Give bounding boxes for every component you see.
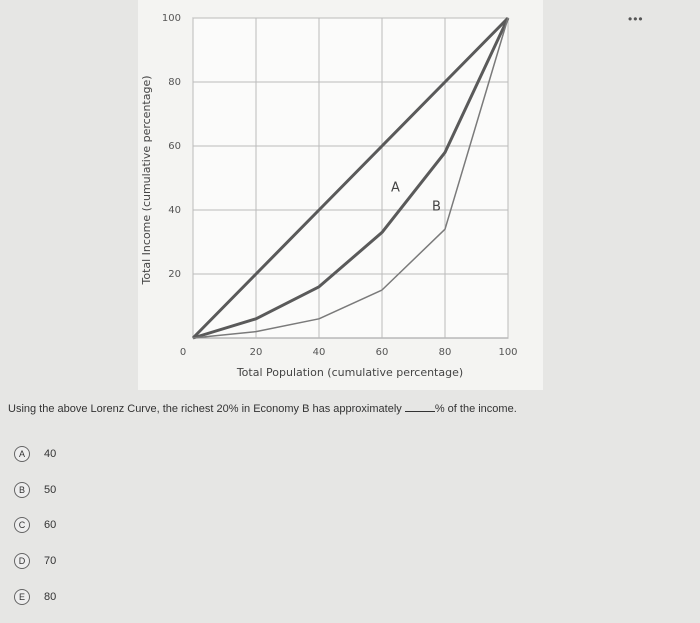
x-tick-label: 20	[250, 347, 263, 358]
answer-option[interactable]: C 60	[14, 517, 56, 533]
x-tick-label: 40	[313, 347, 326, 358]
option-text: 70	[44, 555, 57, 567]
y-tick-label: 20	[168, 269, 181, 280]
option-text: 50	[44, 484, 57, 496]
question-text: % of the income.	[434, 403, 517, 415]
lorenz-line	[191, 16, 510, 340]
lorenz-chart: Total Population (cumulative percentage)…	[138, 0, 543, 390]
y-tick-label: 40	[168, 205, 181, 216]
option-letter: C	[14, 517, 30, 533]
menu-icon[interactable]: •••	[628, 12, 644, 26]
blank	[404, 411, 435, 412]
curve-label: A	[391, 181, 400, 196]
curve-label: B	[432, 200, 441, 215]
option-letter: B	[14, 482, 30, 498]
y-tick-label: 60	[168, 141, 181, 152]
x-axis-label: Total Population (cumulative percentage)	[236, 366, 463, 379]
answer-option[interactable]: E 80	[14, 589, 56, 605]
y-tick-label: 100	[162, 13, 181, 24]
y-axis-label: Total Income (cumulative percentage)	[140, 75, 153, 285]
y-tick-label: 80	[168, 77, 181, 88]
question: Using the above Lorenz Curve, the riches…	[8, 403, 517, 415]
question-text: Using the above Lorenz Curve, the riches…	[8, 403, 402, 415]
answer-option[interactable]: B 50	[14, 482, 56, 498]
option-text: 40	[44, 448, 57, 460]
lorenz-line	[192, 17, 510, 340]
lorenz-line	[192, 17, 509, 339]
x-tick-label: 0	[180, 347, 186, 358]
option-letter: D	[14, 553, 30, 569]
option-text: 80	[44, 591, 57, 603]
x-tick-label: 60	[376, 347, 389, 358]
answer-option[interactable]: D 70	[14, 553, 56, 569]
option-letter: E	[14, 589, 30, 605]
x-tick-label: 80	[439, 347, 452, 358]
answer-option[interactable]: A 40	[14, 446, 56, 462]
x-tick-label: 100	[498, 347, 517, 358]
option-text: 60	[44, 519, 57, 531]
option-letter: A	[14, 446, 30, 462]
